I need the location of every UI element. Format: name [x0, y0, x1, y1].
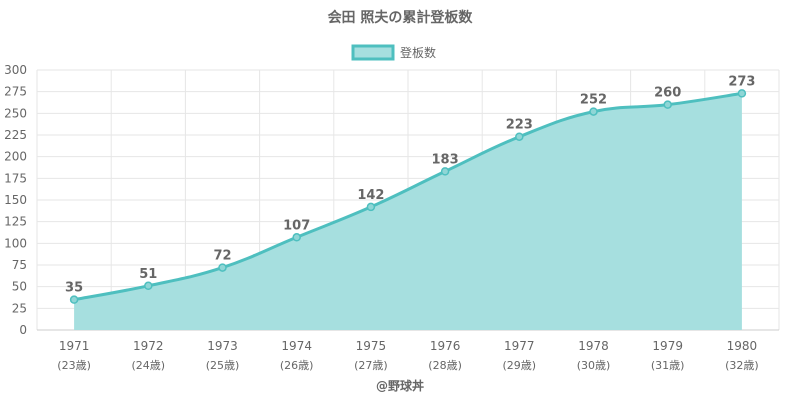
x-tick-sublabel: (32歳): [725, 359, 759, 372]
data-point[interactable]: [218, 263, 227, 272]
x-tick-sublabel: (26歳): [280, 359, 314, 372]
y-axis: 0 25 50 75 100 125 150 175 200 225 250 275 300: [4, 63, 27, 337]
data-label: 183: [432, 152, 459, 167]
y-tick-label: 50: [12, 280, 27, 294]
data-label: 142: [357, 188, 384, 203]
x-tick-label: 1979: [652, 339, 683, 353]
x-tick-label: 1980: [727, 339, 758, 353]
x-tick-sublabel: (30歳): [577, 359, 611, 372]
data-labels: 35 51 72 107 142 183 223 252 260 273: [65, 74, 755, 295]
x-tick-label: 1973: [207, 339, 238, 353]
y-tick-label: 100: [4, 236, 27, 250]
x-tick-sublabel: (28歳): [428, 359, 462, 372]
x-tick-label: 1971: [59, 339, 90, 353]
y-tick-label: 250: [4, 106, 27, 120]
x-tick-label: 1976: [430, 339, 461, 353]
y-tick-label: 25: [12, 301, 27, 315]
series-line: [73, 91, 743, 302]
legend-label: 登板数: [400, 45, 436, 60]
y-tick-label: 75: [12, 258, 27, 272]
y-tick-label: 300: [4, 63, 27, 77]
y-tick-label: 0: [19, 323, 27, 337]
data-point[interactable]: [515, 132, 524, 141]
data-point[interactable]: [589, 107, 598, 116]
x-tick-label: 1978: [578, 339, 609, 353]
data-point[interactable]: [292, 233, 301, 242]
x-tick-sublabel: (31歳): [651, 359, 685, 372]
data-label: 273: [728, 74, 755, 89]
data-point[interactable]: [366, 202, 376, 212]
data-label: 35: [65, 281, 83, 296]
data-point[interactable]: [440, 167, 450, 176]
y-tick-label: 125: [4, 215, 27, 229]
data-point[interactable]: [69, 295, 79, 304]
x-tick-sublabel: (24歳): [132, 359, 166, 372]
data-point[interactable]: [663, 100, 672, 109]
data-label: 260: [654, 86, 681, 101]
x-tick-sublabel: (27歳): [354, 359, 388, 372]
x-tick-sublabel: (23歳): [57, 359, 91, 372]
y-tick-label: 200: [4, 150, 27, 164]
data-label: 223: [506, 118, 533, 133]
y-tick-label: 175: [4, 171, 27, 185]
x-tick-label: 1975: [356, 339, 387, 353]
legend[interactable]: 登板数: [351, 44, 436, 61]
x-tick-label: 1974: [281, 339, 312, 353]
y-tick-label: 225: [4, 128, 27, 142]
series-area: [74, 93, 742, 331]
x-tick-sublabel: (25歳): [206, 359, 240, 372]
data-label: 252: [580, 93, 607, 108]
y-tick-label: 275: [4, 85, 27, 99]
data-label: 107: [283, 218, 310, 233]
data-points: [69, 89, 747, 304]
data-point[interactable]: [737, 89, 747, 98]
x-tick-label: 1977: [504, 339, 535, 353]
data-label: 51: [139, 267, 157, 282]
footer-credit: @野球丼: [376, 378, 424, 393]
legend-swatch: [351, 44, 395, 61]
data-point[interactable]: [144, 281, 153, 291]
y-tick-label: 150: [4, 193, 27, 207]
x-tick-sublabel: (29歳): [503, 359, 537, 372]
chart-title: 会田 照夫の累計登板数: [328, 9, 474, 26]
data-label: 72: [213, 249, 231, 264]
x-tick-label: 1972: [133, 339, 164, 353]
x-axis: 1971 (23歳) 1972 (24歳) 1973 (25歳) 1974 (26歳) 1975…: [57, 339, 758, 372]
